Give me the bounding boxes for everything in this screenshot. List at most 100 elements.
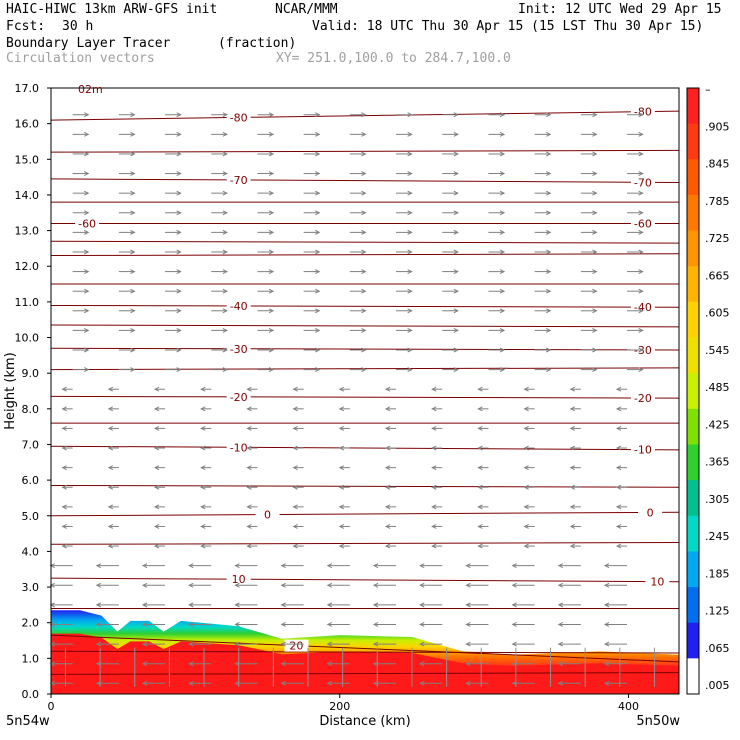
- vector-head: [477, 543, 483, 549]
- vector-head: [361, 151, 367, 157]
- colorbar-swatch: [687, 266, 699, 303]
- x-tick-label: 400: [618, 700, 639, 713]
- y-tick-label: 17.0: [15, 82, 40, 95]
- vector-head: [407, 210, 413, 216]
- vector-head: [557, 563, 564, 569]
- vector-head: [84, 327, 90, 333]
- colorbar-swatch: [687, 159, 699, 196]
- y-tick-label: 5.0: [22, 510, 40, 523]
- vector-head: [188, 563, 194, 569]
- vector-head: [315, 308, 321, 314]
- vector-head: [176, 288, 182, 294]
- vector-head: [431, 406, 437, 412]
- vector-head: [130, 347, 136, 353]
- vector-head: [222, 131, 228, 137]
- vector-head: [84, 151, 90, 157]
- y-tick-label: 12.0: [15, 260, 40, 273]
- vector-head: [141, 602, 148, 608]
- vector-head: [523, 406, 529, 412]
- contour-label-bg: [226, 111, 251, 124]
- vector-head: [222, 229, 228, 235]
- vector-head: [453, 131, 459, 137]
- vector-head: [107, 504, 114, 510]
- contour-label-bg: [638, 506, 663, 519]
- vector-head: [280, 602, 286, 608]
- x-start-label: 5n54w: [6, 714, 50, 729]
- vector-head: [338, 484, 345, 490]
- vector-head: [61, 465, 67, 471]
- vector-head: [95, 582, 102, 588]
- vector-head: [557, 661, 564, 667]
- vector-head: [200, 484, 206, 490]
- vector-head: [638, 210, 644, 216]
- vector-head: [638, 269, 644, 275]
- vector-head: [107, 484, 114, 490]
- contour-label: -30: [230, 343, 248, 356]
- vector-head: [523, 543, 529, 549]
- vector-head: [234, 602, 240, 608]
- xy-label: XY= 251.0,100.0 to 284.7,100.0: [276, 51, 511, 66]
- x-axis-title: Distance (km): [319, 714, 410, 729]
- vector-head: [431, 425, 437, 431]
- vector-head: [407, 151, 413, 157]
- vector-head: [222, 269, 228, 275]
- model-title: HAIC-HIWC 13km ARW-GFS init: [6, 2, 218, 17]
- vector-head: [95, 641, 102, 647]
- vector-head: [222, 308, 228, 314]
- colorbar-swatch: [687, 301, 699, 339]
- vector-head: [130, 171, 136, 177]
- vector-head: [546, 112, 552, 118]
- vector-head: [592, 308, 598, 314]
- y-tick-label: 1.0: [22, 652, 40, 665]
- field-units: (fraction): [218, 36, 297, 51]
- vector-head: [569, 386, 576, 392]
- vector-head: [268, 171, 275, 177]
- vector-head: [326, 582, 333, 588]
- contour-label: 10: [232, 573, 246, 586]
- vector-head: [431, 445, 437, 451]
- contour-label-bg: [255, 508, 280, 521]
- valid-time: Valid: 18 UTC Thu 30 Apr 15 (15 LST Thu …: [312, 19, 704, 34]
- vector-head: [141, 680, 148, 686]
- vector-head: [523, 465, 529, 471]
- vector-head: [557, 622, 564, 627]
- vector-head: [419, 641, 425, 647]
- vector-head: [338, 465, 345, 471]
- vector-head: [200, 386, 206, 392]
- colorbar-swatch: [687, 587, 699, 624]
- vector-head: [477, 524, 483, 529]
- contour-label-bg: [630, 176, 655, 189]
- vector-head: [153, 465, 160, 471]
- vector-head: [141, 622, 148, 627]
- vector-head: [61, 484, 67, 490]
- colorbar-label: .065: [705, 642, 730, 655]
- vector-head: [338, 504, 345, 510]
- vector-head: [407, 171, 413, 177]
- vector-head: [234, 622, 240, 627]
- vector-head: [130, 327, 136, 333]
- vector-head: [153, 543, 160, 549]
- vector-head: [338, 406, 345, 412]
- vector-head: [615, 543, 622, 549]
- vector-head: [603, 622, 610, 627]
- vector-head: [153, 425, 160, 431]
- vector-head: [84, 288, 90, 294]
- vector-head: [315, 347, 321, 353]
- vector-head: [419, 622, 425, 627]
- vector-head: [246, 406, 252, 412]
- vector-head: [511, 641, 517, 647]
- vector-head: [546, 229, 552, 235]
- vector-head: [523, 425, 529, 431]
- vector-head: [477, 504, 483, 510]
- vector-head: [499, 210, 506, 216]
- vector-head: [453, 229, 459, 235]
- vector-head: [338, 425, 345, 431]
- vector-head: [592, 327, 598, 333]
- vector-head: [84, 131, 90, 137]
- contour-line: [50, 240, 680, 244]
- vector-head: [592, 151, 598, 157]
- contour-label-bg: [75, 217, 100, 230]
- vector-head: [130, 151, 136, 157]
- vector-head: [372, 622, 379, 627]
